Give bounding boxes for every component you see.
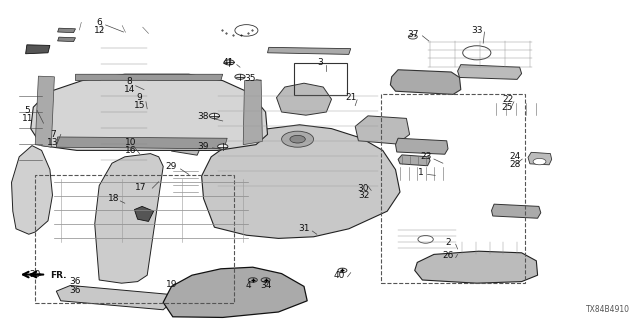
Circle shape [282,131,314,147]
Polygon shape [202,125,400,238]
Text: 39: 39 [198,142,209,151]
Text: 1: 1 [418,168,423,177]
Polygon shape [56,137,227,149]
Polygon shape [396,138,448,154]
Polygon shape [12,146,52,234]
Polygon shape [398,155,430,166]
Polygon shape [76,74,223,81]
Text: FR.: FR. [50,271,67,280]
Text: 2: 2 [445,238,451,247]
Text: 11: 11 [22,114,33,123]
Text: 16: 16 [125,146,137,155]
Text: 18: 18 [108,194,120,203]
Text: 40: 40 [333,271,345,280]
Polygon shape [492,204,541,218]
Text: 33: 33 [471,26,483,35]
Text: 14: 14 [124,85,135,94]
Text: 7: 7 [51,130,56,139]
Polygon shape [58,37,76,42]
Circle shape [224,60,234,65]
Text: 9: 9 [137,93,142,102]
Polygon shape [168,123,204,155]
Polygon shape [268,47,351,54]
Circle shape [218,144,228,149]
Polygon shape [390,70,461,94]
Circle shape [408,35,417,39]
Text: 30: 30 [358,184,369,193]
Text: 25: 25 [502,103,513,112]
Polygon shape [56,285,172,310]
Text: 36: 36 [70,277,81,286]
Text: 35: 35 [244,74,255,83]
Text: 12: 12 [93,26,105,35]
Text: TX84B4910: TX84B4910 [586,305,630,314]
Text: 34: 34 [260,281,271,290]
Text: 13: 13 [47,138,59,147]
Polygon shape [415,251,538,283]
Circle shape [418,236,433,243]
Text: 38: 38 [198,112,209,121]
Polygon shape [163,267,307,317]
Circle shape [209,113,220,118]
Text: 31: 31 [298,224,310,233]
Polygon shape [134,206,154,221]
Text: 19: 19 [166,280,177,289]
Text: 5: 5 [25,106,30,115]
Text: 37: 37 [407,30,419,39]
Polygon shape [26,45,50,54]
Polygon shape [31,74,268,150]
Text: 20: 20 [29,270,41,279]
Polygon shape [458,65,522,79]
Text: 15: 15 [134,101,145,110]
Text: 36: 36 [70,286,81,295]
Text: 22: 22 [502,95,513,104]
Circle shape [235,25,258,36]
Bar [381,94,525,283]
Polygon shape [528,152,552,165]
Polygon shape [95,154,163,283]
Polygon shape [35,76,54,147]
Polygon shape [58,28,76,33]
Circle shape [533,158,546,165]
Text: 4: 4 [246,281,251,290]
Text: 24: 24 [509,152,521,161]
Text: 28: 28 [509,160,521,169]
Text: 32: 32 [358,191,369,200]
Circle shape [463,46,491,60]
Text: 23: 23 [420,152,431,161]
Polygon shape [276,83,332,115]
Bar [35,175,234,303]
Polygon shape [243,80,262,145]
Text: 8: 8 [127,77,132,86]
Text: 6: 6 [97,18,102,27]
Circle shape [235,74,245,79]
Text: 21: 21 [345,93,356,102]
Text: 10: 10 [125,138,137,147]
Text: 29: 29 [166,162,177,171]
Text: 17: 17 [135,183,147,192]
Text: 26: 26 [442,252,454,260]
Circle shape [290,135,305,143]
Text: 41: 41 [222,58,234,67]
Text: 3: 3 [317,58,323,67]
Bar [294,63,347,95]
Polygon shape [355,116,410,144]
